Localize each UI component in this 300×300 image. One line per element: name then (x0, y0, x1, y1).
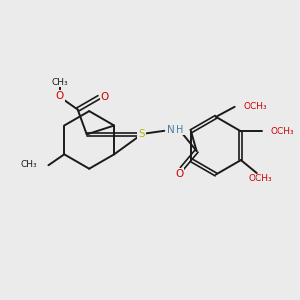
Text: H: H (176, 125, 184, 135)
Text: O: O (100, 92, 109, 102)
Text: CH₃: CH₃ (52, 78, 68, 87)
Text: OCH₃: OCH₃ (244, 102, 268, 111)
Text: S: S (138, 129, 145, 140)
Text: CH₃: CH₃ (21, 160, 38, 169)
Text: OCH₃: OCH₃ (270, 127, 294, 136)
Text: N: N (167, 125, 174, 135)
Text: O: O (56, 91, 64, 101)
Text: OCH₃: OCH₃ (248, 174, 272, 183)
Text: O: O (176, 169, 184, 179)
